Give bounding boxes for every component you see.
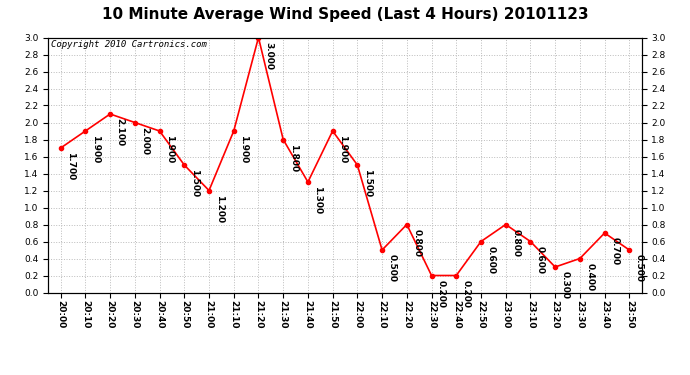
- Text: 1.800: 1.800: [288, 144, 298, 172]
- Text: 10 Minute Average Wind Speed (Last 4 Hours) 20101123: 10 Minute Average Wind Speed (Last 4 Hou…: [101, 8, 589, 22]
- Text: 1.300: 1.300: [313, 186, 322, 214]
- Text: 2.100: 2.100: [116, 118, 125, 146]
- Text: 0.600: 0.600: [536, 246, 545, 274]
- Text: 2.000: 2.000: [140, 127, 150, 154]
- Text: 3.000: 3.000: [264, 42, 273, 70]
- Text: 1.500: 1.500: [190, 169, 199, 197]
- Text: 0.500: 0.500: [635, 254, 644, 282]
- Text: 0.200: 0.200: [462, 280, 471, 308]
- Text: 0.800: 0.800: [511, 229, 520, 256]
- Text: 1.900: 1.900: [165, 135, 174, 164]
- Text: 0.800: 0.800: [413, 229, 422, 256]
- Text: 1.900: 1.900: [239, 135, 248, 164]
- Text: 0.500: 0.500: [388, 254, 397, 282]
- Text: 0.300: 0.300: [561, 271, 570, 299]
- Text: 1.900: 1.900: [91, 135, 100, 164]
- Text: 1.700: 1.700: [66, 152, 75, 180]
- Text: 0.200: 0.200: [437, 280, 446, 308]
- Text: 0.600: 0.600: [486, 246, 495, 274]
- Text: 1.900: 1.900: [338, 135, 347, 164]
- Text: 0.400: 0.400: [585, 262, 595, 291]
- Text: 0.700: 0.700: [610, 237, 619, 265]
- Text: Copyright 2010 Cartronics.com: Copyright 2010 Cartronics.com: [51, 40, 207, 49]
- Text: 1.500: 1.500: [363, 169, 372, 197]
- Text: 1.200: 1.200: [215, 195, 224, 223]
